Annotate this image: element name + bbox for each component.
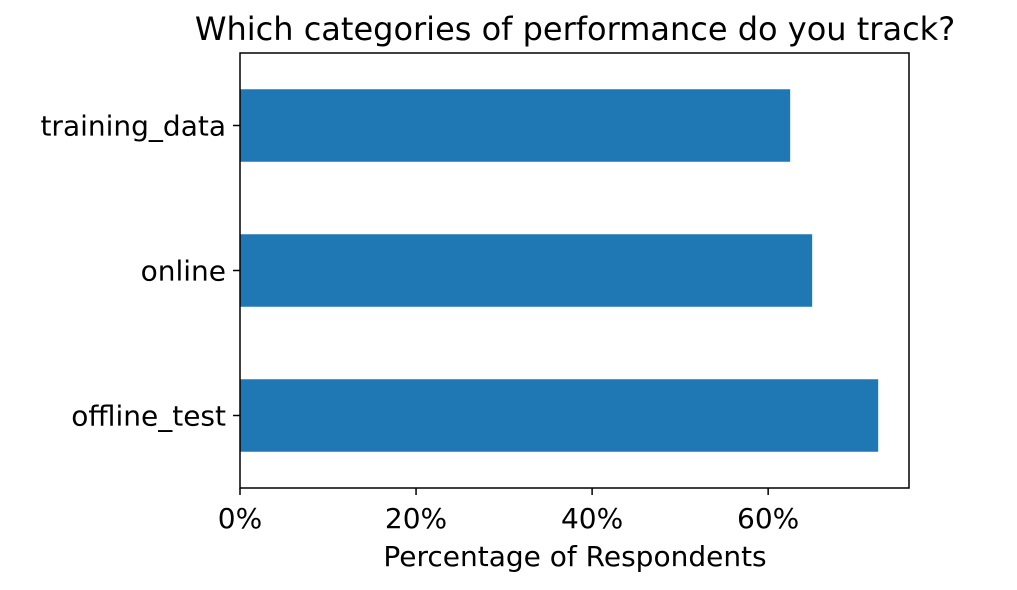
x-tick-label: 0% xyxy=(218,502,262,535)
x-tick-label: 20% xyxy=(385,502,447,535)
bars-layer xyxy=(240,89,879,452)
bar-online xyxy=(240,234,813,307)
bar-training_data xyxy=(240,89,791,162)
chart-title: Which categories of performance do you t… xyxy=(195,10,955,48)
bar-offline_test xyxy=(240,379,879,452)
x-tick-label: 60% xyxy=(737,502,799,535)
y-tick-label: online xyxy=(141,255,226,288)
x-tick-label: 40% xyxy=(561,502,623,535)
ticks-layer: offline_test online training_data 0% 20% 40% 6… xyxy=(40,110,799,536)
y-tick-label: offline_test xyxy=(71,400,226,433)
y-tick-label: training_data xyxy=(40,110,226,143)
x-axis-label: Percentage of Respondents xyxy=(383,540,766,573)
